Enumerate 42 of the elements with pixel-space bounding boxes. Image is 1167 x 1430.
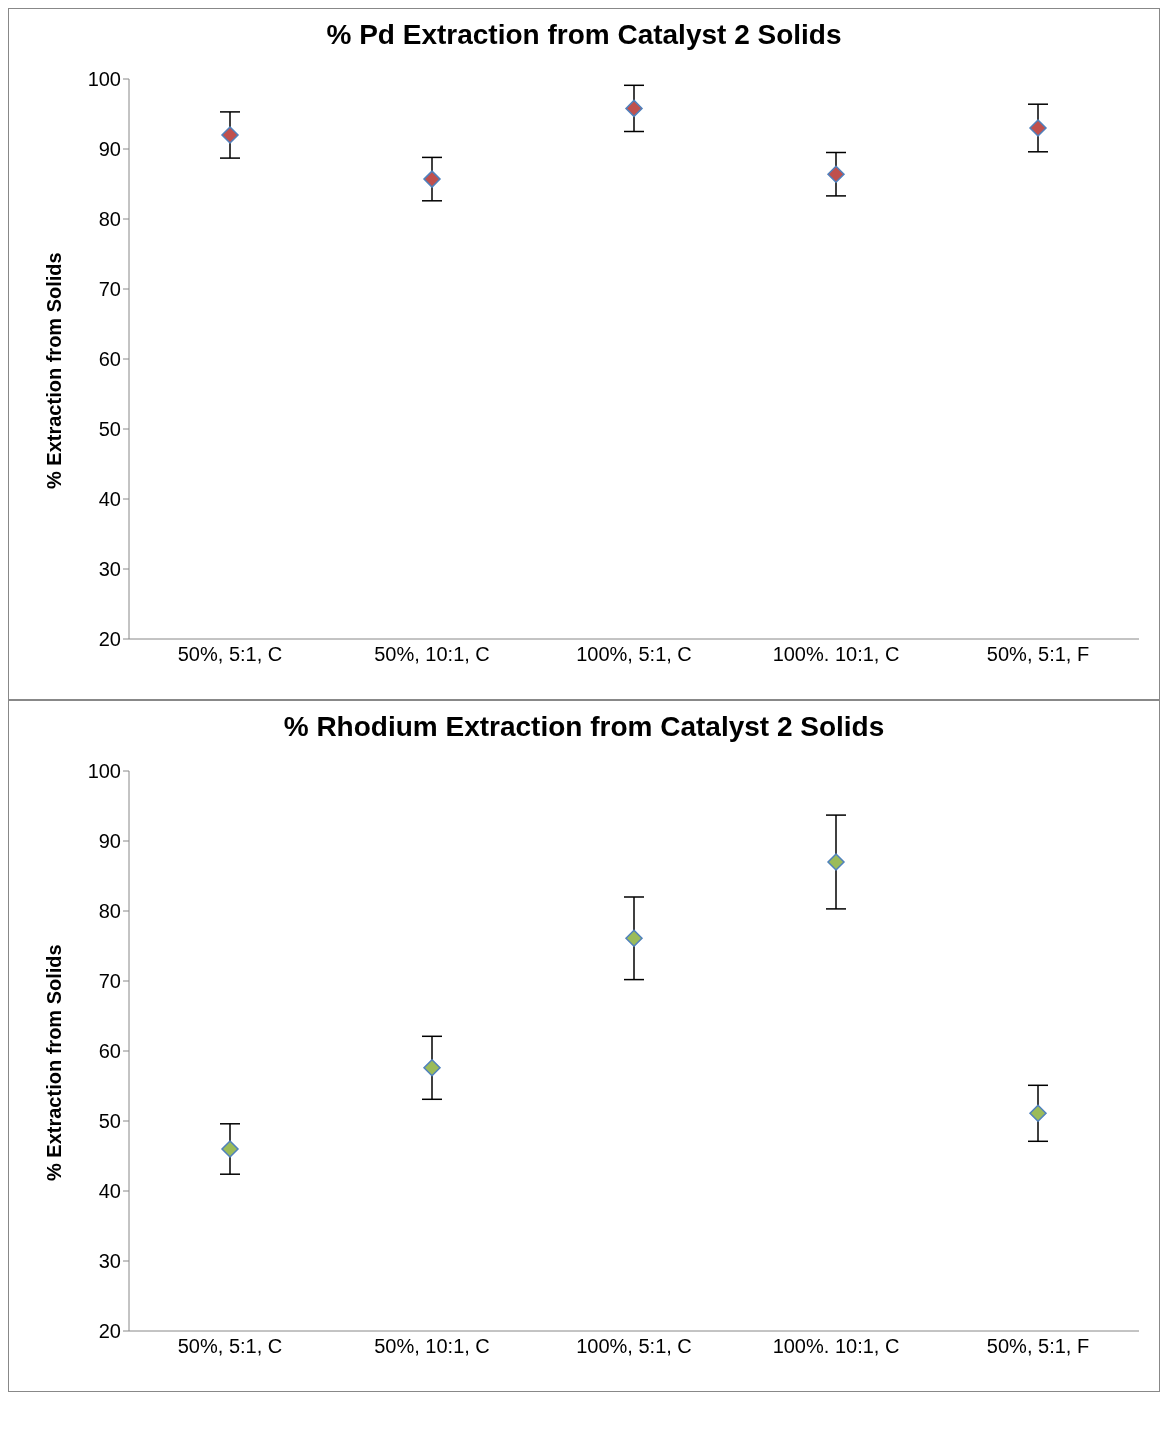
chart-title: % Rhodium Extraction from Catalyst 2 Solids <box>282 711 886 744</box>
x-tick-label: 50%, 5:1, F <box>986 1335 1090 1358</box>
x-tick-label: 100%, 5:1, C <box>576 1335 692 1358</box>
x-tick-label: 100%, 5:1, C <box>576 643 692 666</box>
y-tick-label: 20 <box>98 628 121 651</box>
y-tick-label: 50 <box>98 1110 121 1133</box>
x-tick-label: 50%, 5:1, C <box>177 643 283 666</box>
y-tick-label: 40 <box>98 488 121 511</box>
y-tick-label: 60 <box>98 1040 121 1063</box>
point <box>423 170 441 188</box>
y-tick-label: 50 <box>98 418 121 441</box>
x-tick-label: 50%, 10:1, C <box>374 643 490 666</box>
y-tick-label: 40 <box>98 1180 121 1203</box>
y-axis-title: % Extraction from Solids <box>43 944 66 1181</box>
y-tick-label: 30 <box>98 558 121 581</box>
point <box>1029 119 1047 137</box>
point <box>1029 1104 1047 1123</box>
x-tick-label: 50%, 5:1, F <box>986 643 1090 666</box>
y-tick-label: 30 <box>98 1250 121 1273</box>
x-tick-label: 50%, 5:1, C <box>177 1335 283 1358</box>
point <box>221 126 239 144</box>
point <box>827 853 845 871</box>
x-tick-label: 100%. 10:1, C <box>772 1335 900 1358</box>
y-tick-label: 80 <box>98 208 121 231</box>
y-tick-label: 100 <box>87 760 121 783</box>
x-tick-label: 100%. 10:1, C <box>772 643 900 666</box>
point <box>625 929 643 948</box>
point <box>827 165 845 183</box>
y-axis-title: % Extraction from Solids <box>43 252 66 489</box>
chart-title: % Pd Extraction from Catalyst 2 Solids <box>325 19 843 52</box>
y-tick-label: 20 <box>98 1320 121 1343</box>
y-tick-label: 100 <box>87 68 121 91</box>
y-tick-label: 80 <box>98 900 121 923</box>
y-tick-label: 90 <box>98 830 121 853</box>
point <box>423 1059 441 1077</box>
y-tick-label: 70 <box>98 278 121 301</box>
x-tick-label: 50%, 10:1, C <box>374 1335 490 1358</box>
y-tick-label: 70 <box>98 970 121 993</box>
point <box>625 99 643 118</box>
y-tick-label: 90 <box>98 138 121 161</box>
y-tick-label: 60 <box>98 348 121 371</box>
point <box>221 1140 239 1158</box>
